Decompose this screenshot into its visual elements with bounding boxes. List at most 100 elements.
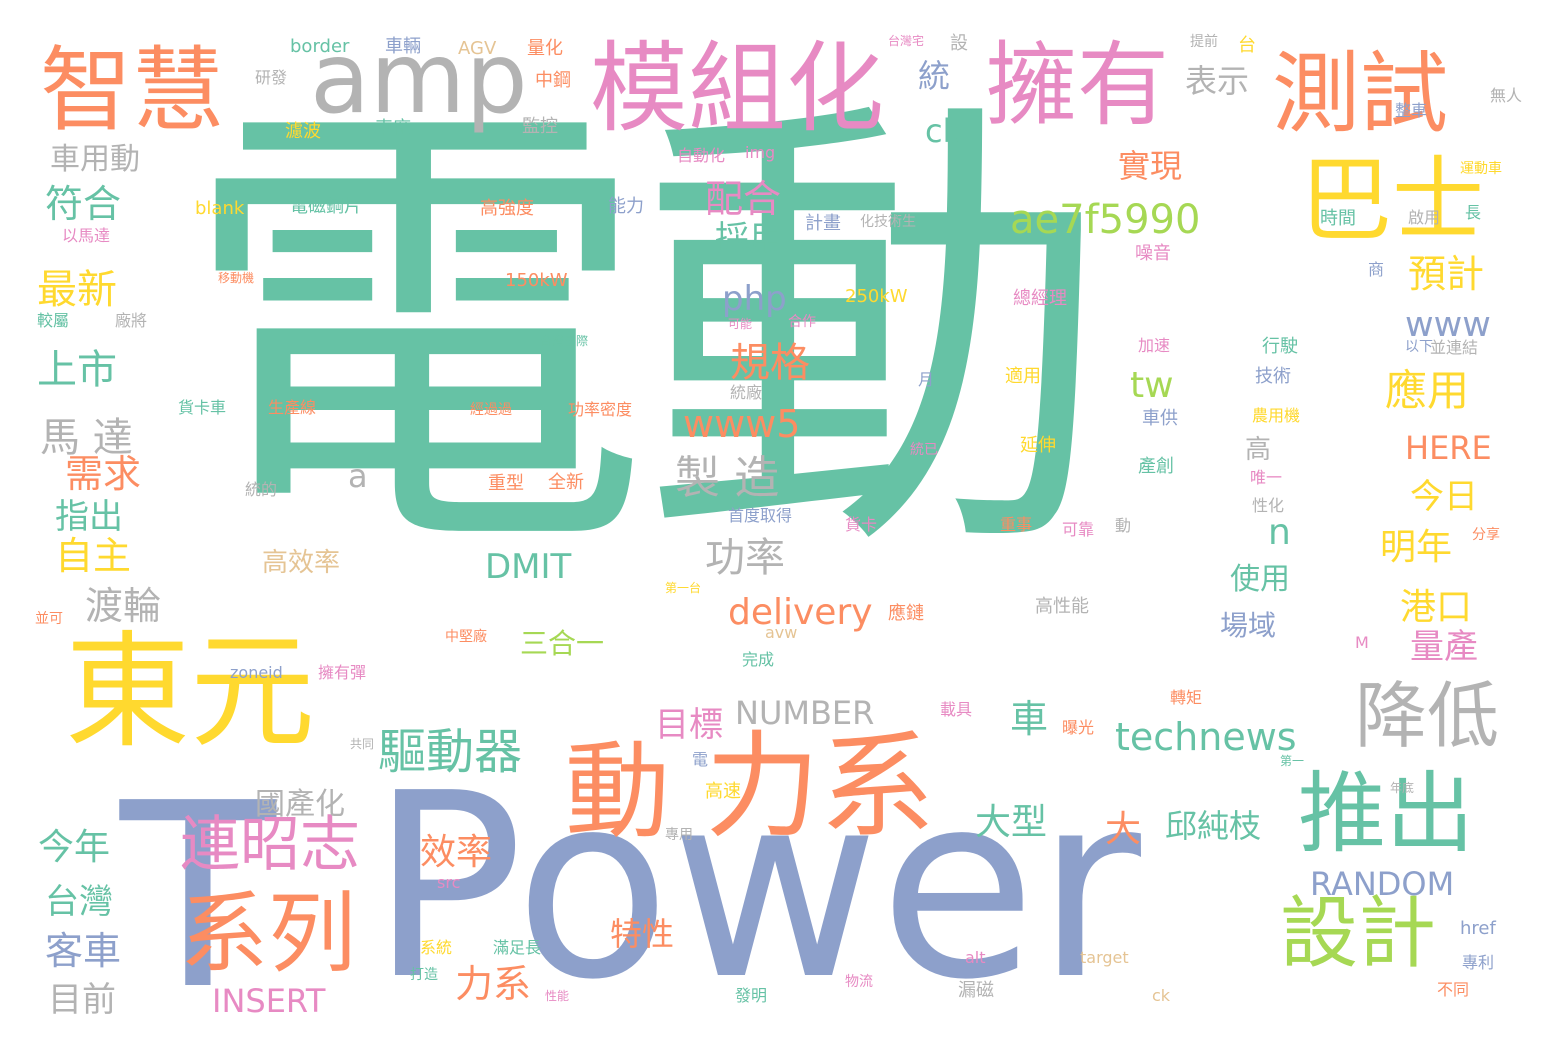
cloud-word: 專利 bbox=[1462, 955, 1494, 971]
cloud-word: 適用 bbox=[1005, 368, 1041, 386]
cloud-word: 不同 bbox=[1437, 982, 1469, 998]
cloud-word: 以馬達 bbox=[62, 228, 110, 244]
cloud-word: 月 bbox=[918, 372, 934, 388]
cloud-word: href bbox=[1460, 920, 1496, 938]
cloud-word: 第一台 bbox=[665, 582, 701, 594]
cloud-word: 可靠 bbox=[1062, 522, 1094, 538]
cloud-word: 車廠 bbox=[375, 120, 411, 138]
cloud-word: 轉矩 bbox=[1170, 690, 1202, 706]
cloud-word: border bbox=[290, 38, 349, 56]
cloud-word: 電磁鋼片 bbox=[290, 198, 362, 216]
cloud-word: 計畫 bbox=[805, 215, 841, 233]
cloud-word: 預計 bbox=[1408, 255, 1484, 293]
cloud-word: 明年 bbox=[1380, 530, 1452, 566]
cloud-word: 商 bbox=[1368, 262, 1384, 278]
cloud-word: 較屬 bbox=[37, 313, 69, 329]
cloud-word: 應用 bbox=[1385, 370, 1469, 412]
cloud-word: 車用動 bbox=[50, 145, 140, 175]
cloud-word: 中鋼 bbox=[535, 72, 571, 90]
cloud-word: 統廠 bbox=[730, 385, 762, 401]
cloud-word: 高 bbox=[1245, 437, 1271, 463]
cloud-word: 貨卡車 bbox=[178, 400, 226, 416]
cloud-word: avw bbox=[765, 625, 797, 641]
cloud-word: 長 bbox=[1465, 205, 1481, 221]
cloud-word: 加速 bbox=[1138, 338, 1170, 354]
cloud-word: 整車 bbox=[1395, 103, 1427, 119]
cloud-word: a bbox=[348, 460, 368, 492]
cloud-word: 測試 bbox=[1272, 50, 1448, 138]
cloud-word: 完成 bbox=[742, 652, 774, 668]
cloud-word: 應鏈 bbox=[888, 605, 924, 623]
cloud-word: 港口 bbox=[1400, 590, 1472, 626]
cloud-word: 可能 bbox=[728, 318, 752, 330]
cloud-word: 發明 bbox=[735, 988, 767, 1004]
cloud-word: 特性 bbox=[610, 918, 674, 950]
cloud-word: 符合 bbox=[45, 185, 121, 223]
cloud-word: 製 造 bbox=[675, 455, 779, 500]
cloud-word: 設 bbox=[950, 35, 968, 53]
cloud-word: 自動化 bbox=[677, 148, 725, 164]
cloud-word: 曝光 bbox=[1062, 720, 1094, 736]
cloud-word: HERE bbox=[1405, 432, 1492, 464]
cloud-word: 年底 bbox=[1390, 782, 1414, 794]
cloud-word: 系統 bbox=[420, 940, 452, 956]
cloud-word: 高強度 bbox=[480, 200, 534, 218]
cloud-word: 功率 bbox=[705, 538, 785, 578]
cloud-word: 擁有 bbox=[985, 40, 1169, 132]
cloud-word: 延伸 bbox=[1020, 437, 1056, 455]
cloud-word: M bbox=[1355, 635, 1369, 651]
cloud-word: 台 bbox=[1238, 37, 1256, 55]
cloud-word: 總經理 bbox=[1013, 290, 1067, 308]
cloud-word: INSERT bbox=[212, 985, 325, 1017]
cloud-word: 高效率 bbox=[262, 550, 340, 576]
cloud-word: target bbox=[1080, 950, 1129, 966]
cloud-word: 統的 bbox=[245, 482, 277, 498]
cloud-word: 力系 bbox=[455, 965, 531, 1003]
cloud-word: 250kW bbox=[845, 288, 908, 306]
cloud-word: 合作 bbox=[788, 315, 816, 329]
cloud-word: 高速 bbox=[705, 783, 741, 801]
cloud-word: 最新 bbox=[37, 270, 117, 310]
cloud-word: 農用機 bbox=[1252, 408, 1300, 424]
cloud-word: 需求 bbox=[65, 455, 141, 493]
cloud-word: 今年 bbox=[38, 830, 110, 866]
cloud-word: 大型 bbox=[975, 805, 1047, 841]
cloud-word: 監控 bbox=[522, 118, 558, 136]
cloud-word: 車輛 bbox=[385, 38, 421, 56]
cloud-word: technews bbox=[1115, 718, 1297, 756]
cloud-word: 量產 bbox=[1410, 630, 1478, 664]
cloud-word: 推出 bbox=[1298, 770, 1474, 858]
cloud-word: 台灣 bbox=[45, 885, 113, 919]
cloud-word: NUMBER bbox=[735, 697, 874, 729]
cloud-word: 啟用 bbox=[1408, 210, 1440, 226]
cloud-word: 統 bbox=[918, 60, 950, 92]
cloud-word: 目前 bbox=[48, 983, 116, 1017]
cloud-word: delivery bbox=[728, 595, 873, 631]
cloud-word: 配合 bbox=[705, 180, 781, 218]
cloud-word: 場域 bbox=[1220, 612, 1276, 640]
cloud-word: 專用 bbox=[665, 828, 693, 842]
cloud-word: 生產線 bbox=[268, 400, 316, 416]
cloud-word: src bbox=[437, 875, 460, 891]
cloud-word: 首度取得 bbox=[728, 508, 792, 524]
cloud-word: 設計 bbox=[1280, 895, 1436, 973]
cloud-word: 降低 bbox=[1355, 680, 1499, 752]
cloud-word: 第一 bbox=[1280, 755, 1304, 767]
cloud-word: 技術 bbox=[1255, 368, 1291, 386]
cloud-word: 噪音 bbox=[1135, 245, 1171, 263]
cloud-word: cb bbox=[925, 115, 963, 147]
cloud-word: 重事 bbox=[1000, 517, 1032, 533]
cloud-word: 物流 bbox=[845, 975, 873, 989]
cloud-word: 廠將 bbox=[115, 313, 147, 329]
cloud-word: 上市 bbox=[37, 350, 117, 390]
cloud-word: 使用 bbox=[1230, 565, 1290, 595]
cloud-word: 以下 bbox=[1405, 340, 1433, 354]
cloud-word: 量化 bbox=[527, 40, 563, 58]
cloud-word: 車供 bbox=[1142, 410, 1178, 428]
cloud-word: 150kW bbox=[505, 272, 568, 290]
cloud-word: 動 bbox=[565, 740, 670, 845]
cloud-word: 移動機 bbox=[218, 272, 254, 284]
cloud-word: 三合一 bbox=[520, 630, 604, 658]
cloud-word: 模組化 bbox=[590, 40, 884, 138]
cloud-word: 客車 bbox=[45, 932, 121, 970]
